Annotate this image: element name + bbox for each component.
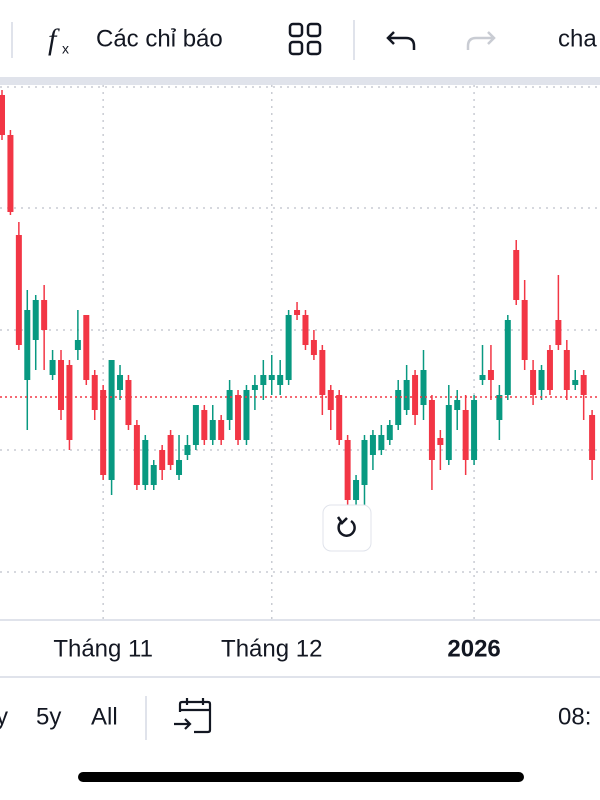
candle-body — [403, 380, 410, 410]
candle-body — [302, 315, 309, 345]
candle-body — [7, 135, 14, 212]
range-button[interactable]: All — [91, 703, 118, 730]
candle-body — [589, 415, 596, 460]
candle-body — [167, 435, 174, 465]
toolbar: f x Các chỉ báo cha — [11, 20, 597, 60]
candle-body — [260, 375, 267, 385]
range-button[interactable]: 5y — [36, 703, 61, 730]
candle-body — [218, 420, 225, 440]
candle-body — [369, 435, 376, 455]
candle-body — [0, 95, 5, 135]
time-display: 08: — [558, 703, 591, 730]
candle-body — [496, 395, 503, 420]
candle-body — [336, 395, 343, 440]
candle-body — [454, 400, 461, 410]
goto-date-button[interactable] — [174, 698, 212, 734]
candle-body — [66, 365, 73, 440]
candle-body — [235, 395, 242, 440]
candle-body — [353, 480, 360, 500]
candle-body — [504, 320, 511, 395]
candle-body — [487, 370, 494, 380]
x-axis-label: 2026 — [447, 635, 500, 662]
candle-body — [108, 360, 115, 480]
candle-body — [361, 440, 368, 485]
undo-button[interactable] — [386, 31, 416, 50]
candle-body — [420, 370, 427, 405]
candle-body — [437, 438, 444, 445]
candle-body — [142, 440, 149, 485]
home-indicator — [78, 772, 524, 782]
candle-body — [445, 405, 452, 460]
candle-body — [327, 390, 334, 410]
chart-menu[interactable]: cha — [558, 25, 597, 52]
candle-body — [546, 350, 553, 390]
candle-body — [268, 375, 275, 380]
candle-body — [386, 425, 393, 440]
candle-body — [521, 300, 528, 360]
candle-body — [192, 405, 199, 445]
candle-body — [310, 340, 317, 355]
candle-body — [572, 380, 579, 385]
candle-body — [471, 400, 478, 460]
reset-button[interactable] — [322, 504, 372, 552]
candle-body — [294, 310, 301, 315]
candle-body — [15, 235, 22, 345]
candle-body — [395, 390, 402, 425]
indicators-button[interactable]: Các chỉ báo — [96, 25, 223, 52]
candle-body — [150, 465, 157, 485]
candle-body — [277, 375, 284, 385]
candle-body — [530, 370, 537, 395]
candle-body — [133, 425, 140, 485]
candle-body — [462, 410, 469, 460]
candle-body — [344, 440, 351, 500]
candle-body — [83, 315, 90, 380]
range-button[interactable]: y — [0, 703, 8, 730]
candle-body — [41, 300, 48, 330]
candle-body — [209, 420, 216, 440]
candle-body — [555, 320, 562, 345]
candle-body — [513, 250, 520, 300]
x-axis-label: Tháng 12 — [221, 635, 322, 662]
candle-body — [100, 390, 107, 475]
candle-body — [201, 410, 208, 440]
candle-body — [91, 375, 98, 410]
candle-body — [479, 375, 486, 380]
candle-body — [285, 315, 292, 380]
candle-body — [159, 450, 166, 470]
candle-body — [251, 385, 258, 390]
candle-body — [125, 380, 132, 425]
candle-body — [49, 360, 56, 375]
layout-icon[interactable] — [288, 22, 322, 56]
separator — [0, 77, 600, 85]
candle-body — [117, 375, 124, 390]
fx-icon-sub: x — [62, 41, 69, 57]
redo-button[interactable] — [466, 31, 496, 50]
candle-body — [176, 460, 183, 475]
candle-body — [184, 445, 191, 455]
candle-body — [378, 435, 385, 450]
candle-body — [538, 370, 545, 390]
candle-body — [24, 310, 31, 380]
candle-body — [580, 375, 587, 395]
candle-body — [58, 360, 65, 410]
candle-body — [563, 350, 570, 390]
candle-body — [226, 390, 233, 420]
candle-body — [243, 390, 250, 440]
candle-body — [428, 400, 435, 460]
x-axis-label: Tháng 11 — [53, 635, 153, 662]
candle-body — [32, 300, 39, 340]
footer: y 5y All 08: — [0, 696, 591, 740]
candle-body — [412, 375, 419, 415]
candle-body — [74, 340, 81, 350]
candle-body — [319, 350, 326, 395]
